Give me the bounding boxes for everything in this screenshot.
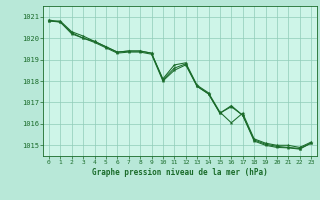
X-axis label: Graphe pression niveau de la mer (hPa): Graphe pression niveau de la mer (hPa) (92, 168, 268, 177)
